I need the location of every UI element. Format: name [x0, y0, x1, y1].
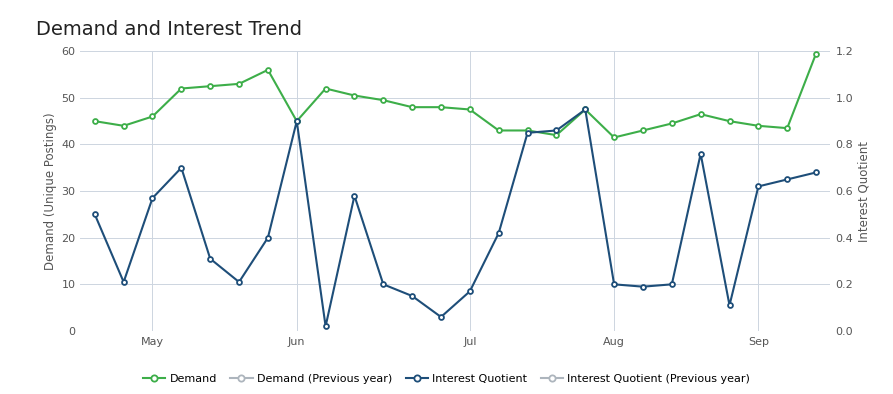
Y-axis label: Demand (Unique Postings): Demand (Unique Postings)	[45, 112, 57, 270]
Text: Demand and Interest Trend: Demand and Interest Trend	[36, 20, 302, 39]
Y-axis label: Interest Quotient: Interest Quotient	[857, 141, 871, 242]
Legend: Demand, Demand (Previous year), Interest Quotient, Interest Quotient (Previous y: Demand, Demand (Previous year), Interest…	[138, 370, 755, 388]
